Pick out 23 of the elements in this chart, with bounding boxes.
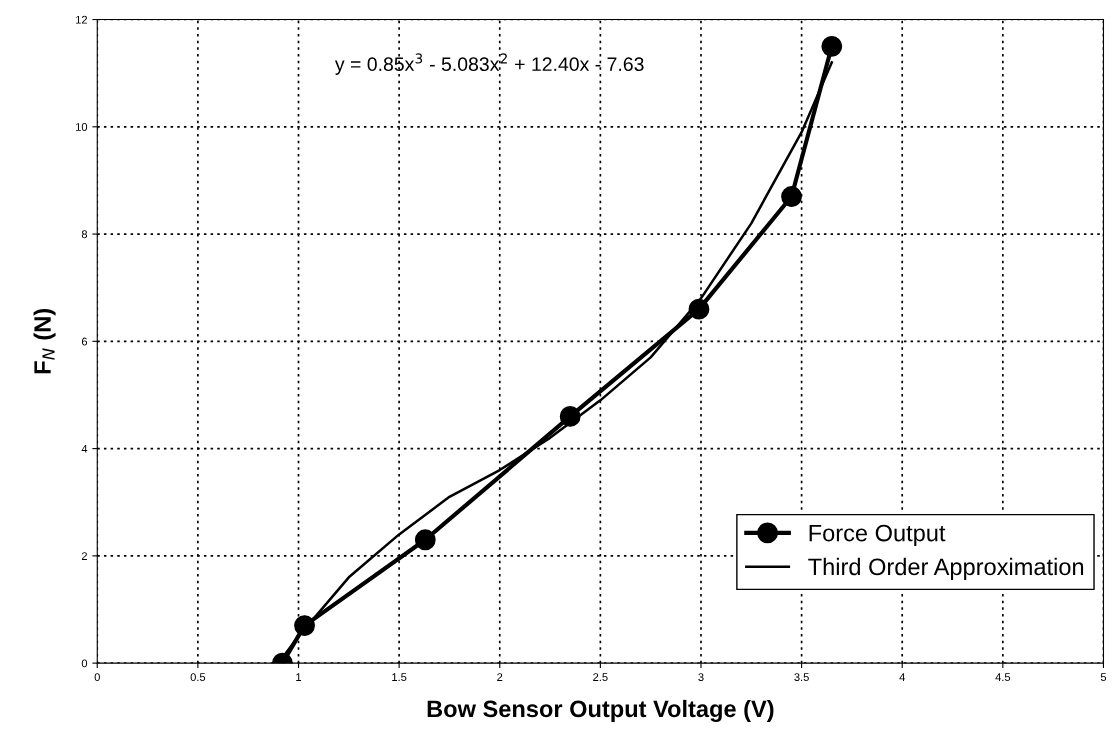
y-axis-title: F$_{N}$ (N) (33, 309, 56, 374)
y-tick-label: 4 (81, 444, 88, 453)
y-tick-label: 8 (81, 230, 88, 239)
x-tick-label: 5 (1100, 673, 1107, 682)
y-tick-label: 10 (76, 123, 88, 131)
x-tick-label: 2.5 (593, 673, 608, 682)
y-tick-label: 6 (81, 337, 88, 346)
legend-label: Force Output (809, 524, 946, 547)
y-tick-label: 2 (81, 552, 87, 560)
x-tick-label: 4 (899, 673, 905, 681)
x-tick-label: 0 (94, 673, 100, 682)
x-axis-title: Bow Sensor Output Voltage (V) (427, 699, 774, 722)
x-tick-label: 4.5 (995, 673, 1011, 682)
x-tick-label: 3 (698, 673, 704, 682)
x-tick-label: 0.5 (190, 673, 206, 682)
annotation: y = 0.85x$^{3}$ - 5.083x$^{2}$ + 12.40x - 7.63 (334, 53, 644, 75)
x-tick-label: 2 (497, 673, 503, 681)
y-tick-label: 0 (81, 659, 88, 668)
x-tick-label: 3.5 (794, 673, 809, 682)
x-tick-label: 1 (296, 673, 302, 681)
legend-label: Third Order Approximation (808, 557, 1084, 580)
y-tick-label: 12 (76, 15, 87, 24)
x-tick-label: 1.5 (392, 673, 407, 682)
